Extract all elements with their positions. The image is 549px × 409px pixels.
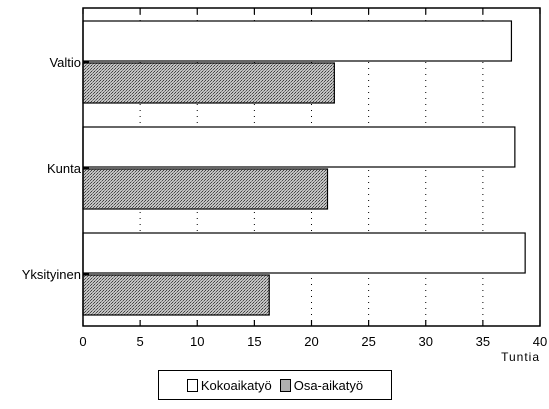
legend: Kokoaikatyö Osa-aikatyö [158, 370, 392, 400]
category-label: Valtio [49, 55, 81, 70]
category-label: Yksityinen [22, 267, 81, 282]
x-tick-label: 30 [419, 334, 433, 349]
x-tick-label: 10 [190, 334, 204, 349]
category-label: Kunta [47, 161, 82, 176]
x-axis-unit-label: Tuntia [501, 350, 540, 364]
x-tick-label: 25 [361, 334, 375, 349]
bars-group [82, 20, 526, 316]
category-labels: Valtio Kunta Yksityinen [22, 55, 89, 282]
bar-full-time [82, 20, 513, 62]
legend-item-full-time: Kokoaikatyö [186, 377, 272, 393]
legend-label-full-time: Kokoaikatyö [200, 377, 272, 393]
legend-swatch-full-time [186, 378, 198, 392]
bar-part-time [82, 62, 335, 104]
bar-full-time [82, 126, 516, 168]
legend-swatch-part-time [279, 378, 291, 392]
x-tick-label: 20 [304, 334, 318, 349]
bar-part-time [82, 168, 329, 210]
bar-part-time [82, 274, 270, 316]
x-tick-label: 40 [533, 334, 547, 349]
x-tick-label: 35 [476, 334, 490, 349]
x-tick-label: 5 [137, 334, 144, 349]
bar-full-time [82, 232, 526, 274]
x-axis-ticks: 0 5 10 15 20 25 30 35 40 [79, 8, 547, 349]
legend-item-part-time: Osa-aikatyö [279, 377, 364, 393]
x-tick-label: 0 [79, 334, 86, 349]
x-tick-label: 15 [247, 334, 261, 349]
legend-label-part-time: Osa-aikatyö [293, 377, 364, 393]
